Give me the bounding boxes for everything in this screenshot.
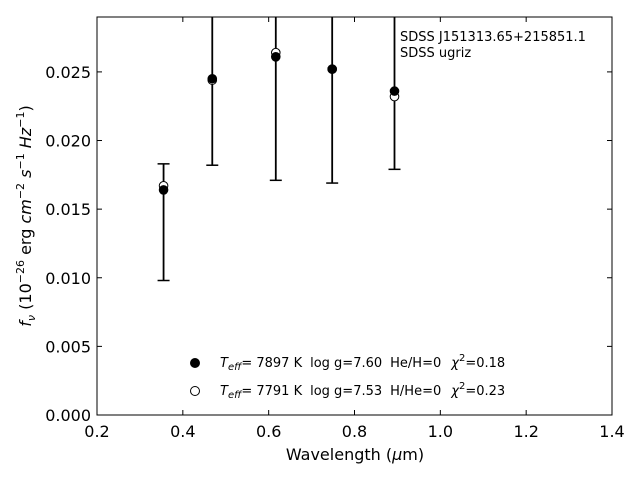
x-tick-label: 0.8 [342, 422, 367, 441]
x-tick-label: 1.0 [428, 422, 453, 441]
x-tick-label: 1.4 [599, 422, 624, 441]
data-points [158, 47, 400, 195]
y-tick-label: 0.020 [45, 132, 91, 151]
y-tick-label: 0.015 [45, 200, 91, 219]
x-axis-label: Wavelength (μm) [286, 445, 424, 464]
y-tick-label: 0.010 [45, 269, 91, 288]
axes: 0.2 0.4 0.6 0.8 1.0 1.2 1.4 0.000 0.005 0.010 0.01… [45, 17, 625, 441]
data-point-filled [389, 86, 400, 96]
x-tick-label: 0.2 [84, 422, 109, 441]
x-tick-label: 1.2 [513, 422, 538, 441]
survey-annotation: SDSS ugriz [400, 46, 471, 61]
x-tick-label: 0.4 [170, 422, 195, 441]
plot-frame [96, 16, 613, 416]
data-point-filled [158, 185, 169, 195]
y-tick-label: 0.000 [45, 406, 91, 425]
legend-marker-filled [190, 358, 200, 368]
y-tick-label: 0.005 [45, 337, 91, 356]
y-axis-label: fν (10−26 erg cm−2 s−1 Hz−1) [14, 105, 38, 326]
y-tick-label: 0.025 [45, 63, 91, 82]
x-tick-label: 0.6 [256, 422, 281, 441]
object-name-annotation: SDSS J151313.65+215851.1 [400, 30, 586, 45]
data-point-filled [207, 73, 218, 84]
legend-marker-open [190, 386, 200, 396]
data-point-filled [270, 52, 281, 62]
data-point-filled [327, 64, 337, 74]
